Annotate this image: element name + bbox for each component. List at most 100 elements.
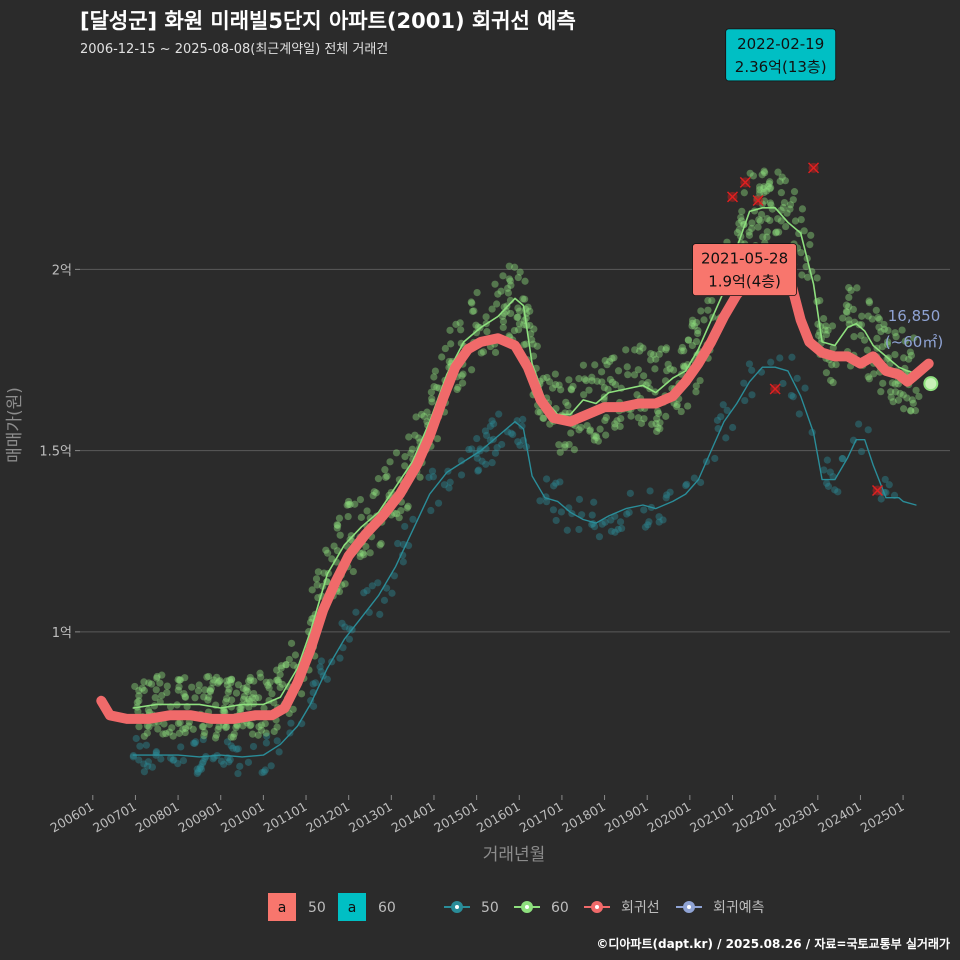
scatter-point-60 bbox=[238, 701, 246, 709]
scatter-point-50 bbox=[655, 513, 663, 521]
annotation-date: 2022-02-19 bbox=[737, 35, 824, 53]
scatter-point-60 bbox=[912, 386, 920, 394]
scatter-point-60 bbox=[894, 396, 903, 404]
scatter-point-50 bbox=[588, 511, 596, 519]
scatter-point-60 bbox=[905, 355, 913, 363]
scatter-point-60 bbox=[360, 551, 368, 559]
scatter-point-60 bbox=[534, 408, 542, 416]
scatter-point-60 bbox=[575, 375, 583, 383]
scatter-point-60 bbox=[276, 670, 284, 679]
scatter-point-60 bbox=[887, 393, 895, 401]
scatter-point-60 bbox=[804, 273, 812, 281]
scatter-point-60 bbox=[452, 320, 460, 328]
scatter-point-60 bbox=[335, 588, 344, 596]
scatter-point-60 bbox=[468, 299, 476, 307]
scatter-point-60 bbox=[654, 407, 662, 415]
scatter-point-60 bbox=[291, 651, 300, 659]
scatter-point-60 bbox=[236, 705, 244, 713]
scatter-point-60 bbox=[630, 371, 639, 379]
scatter-point-60 bbox=[240, 692, 249, 700]
scatter-point-60 bbox=[878, 343, 886, 351]
scatter-point-60 bbox=[333, 521, 341, 529]
scatter-point-60 bbox=[232, 723, 240, 732]
scatter-point-60 bbox=[526, 307, 534, 315]
scatter-point-60 bbox=[366, 549, 374, 557]
legend-line-dot-center bbox=[595, 905, 599, 909]
scatter-point-60 bbox=[162, 730, 170, 738]
scatter-point-50 bbox=[468, 445, 476, 453]
x-tick-label: 201201 bbox=[303, 799, 352, 836]
scatter-point-50 bbox=[194, 768, 202, 776]
scatter-point-60 bbox=[551, 370, 559, 378]
scatter-point-60 bbox=[265, 684, 273, 692]
scatter-point-60 bbox=[772, 228, 780, 236]
scatter-point-60 bbox=[870, 370, 878, 378]
scatter-point-60 bbox=[901, 337, 909, 345]
scatter-point-60 bbox=[863, 346, 871, 354]
scatter-point-50 bbox=[682, 481, 690, 490]
scatter-point-60 bbox=[655, 409, 663, 418]
scatter-point-60 bbox=[370, 488, 378, 496]
scatter-point-60 bbox=[763, 228, 771, 236]
scatter-point-60 bbox=[884, 326, 892, 335]
x-tick-label: 200801 bbox=[133, 799, 182, 836]
scatter-point-60 bbox=[239, 722, 247, 730]
scatter-point-60 bbox=[766, 178, 774, 186]
scatter-point-50 bbox=[662, 494, 670, 502]
scatter-point-60 bbox=[320, 569, 328, 577]
scatter-point-60 bbox=[351, 500, 359, 508]
scatter-point-60 bbox=[369, 491, 377, 500]
scatter-point-60 bbox=[760, 167, 768, 175]
scatter-point-50 bbox=[498, 440, 506, 449]
scatter-point-60 bbox=[637, 419, 646, 427]
scatter-point-60 bbox=[519, 295, 527, 303]
scatter-point-60 bbox=[175, 676, 184, 684]
scatter-point-50 bbox=[336, 654, 344, 662]
scatter-point-50 bbox=[885, 481, 893, 489]
scatter-point-60 bbox=[877, 388, 885, 396]
scatter-point-60 bbox=[766, 185, 774, 193]
scatter-point-60 bbox=[639, 344, 647, 352]
scatter-point-50 bbox=[476, 445, 484, 453]
outlier-marker bbox=[871, 484, 884, 497]
scatter-point-60 bbox=[580, 391, 588, 399]
scatter-point-60 bbox=[601, 356, 609, 365]
scatter-point-60 bbox=[282, 661, 290, 669]
scatter-point-50 bbox=[645, 518, 653, 526]
scatter-point-50 bbox=[864, 426, 872, 434]
scatter-point-60 bbox=[865, 299, 874, 307]
scatter-point-50 bbox=[801, 384, 809, 392]
scatter-point-60 bbox=[908, 396, 916, 404]
scatter-point-50 bbox=[640, 506, 648, 514]
scatter-point-60 bbox=[696, 376, 704, 385]
scatter-point-60 bbox=[733, 229, 742, 237]
scatter-point-50 bbox=[482, 460, 490, 468]
scatter-point-60 bbox=[207, 684, 215, 693]
scatter-point-60 bbox=[206, 686, 214, 695]
scatter-point-60 bbox=[868, 315, 876, 323]
scatter-point-60 bbox=[158, 691, 166, 700]
scatter-point-60 bbox=[493, 300, 501, 308]
scatter-point-60 bbox=[278, 680, 287, 688]
scatter-point-60 bbox=[690, 322, 699, 330]
scatter-point-60 bbox=[254, 694, 263, 702]
scatter-point-50 bbox=[481, 427, 489, 435]
x-tick-label: 200701 bbox=[90, 799, 139, 836]
legend: a 50 a 60 50 60 회귀선 회귀예측 bbox=[268, 893, 765, 921]
scatter-point-60 bbox=[266, 678, 274, 686]
scatter-point-50 bbox=[655, 518, 663, 526]
scatter-point-50 bbox=[263, 732, 271, 740]
scatter-point-50 bbox=[779, 379, 787, 388]
legend-line-dot-center bbox=[455, 905, 459, 909]
scatter-point-50 bbox=[198, 759, 206, 768]
scatter-point-60 bbox=[581, 375, 589, 383]
legend-line-dot-center bbox=[525, 905, 529, 909]
scatter-point-60 bbox=[131, 682, 139, 691]
scatter-point-50 bbox=[140, 760, 148, 768]
scatter-point-60 bbox=[312, 575, 321, 583]
scatter-point-60 bbox=[397, 507, 405, 515]
scatter-point-60 bbox=[169, 732, 177, 740]
scatter-point-60 bbox=[245, 703, 253, 711]
scatter-point-50 bbox=[767, 358, 775, 366]
